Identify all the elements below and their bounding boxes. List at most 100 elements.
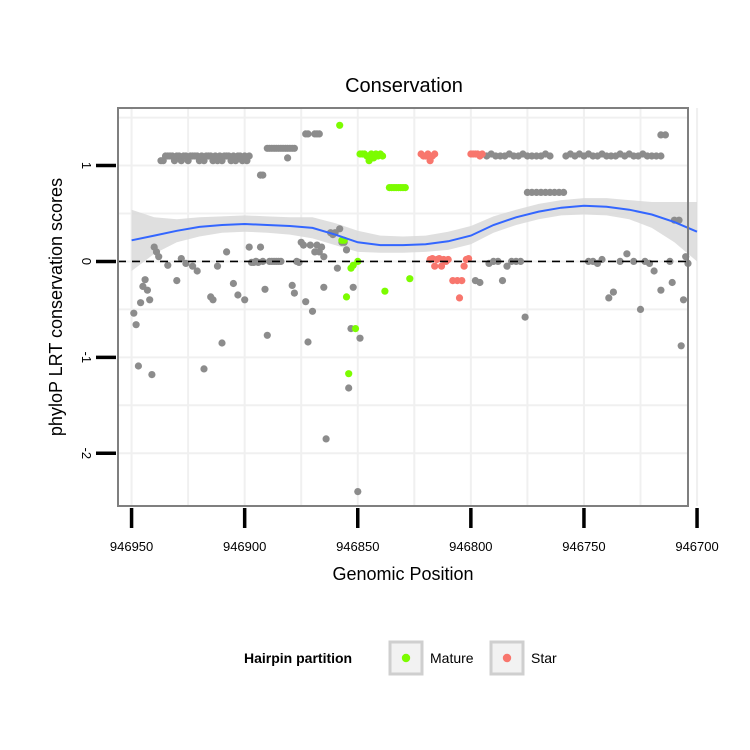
y-axis: 1 0 -1 -2	[79, 162, 116, 459]
smooth-curve	[131, 204, 698, 247]
data-point-mature	[351, 325, 360, 333]
data-point-other	[241, 296, 249, 304]
data-point-other	[143, 286, 151, 294]
data-point-star	[455, 294, 464, 302]
data-point-other	[657, 152, 665, 160]
data-point-other	[234, 291, 242, 299]
x-tick-label: 946950	[110, 539, 153, 554]
data-point-other	[213, 262, 222, 270]
data-point-other	[322, 435, 330, 443]
data-point-other	[277, 257, 285, 265]
data-point-other	[256, 243, 265, 251]
data-point-other	[318, 243, 326, 251]
legend-swatch-mature	[401, 653, 411, 663]
data-point-other	[284, 154, 292, 162]
data-point-other	[345, 384, 353, 392]
data-point-other	[668, 278, 676, 287]
data-point-other	[333, 264, 341, 272]
data-point-other	[315, 130, 323, 138]
data-point-other	[295, 258, 303, 266]
data-point-mature	[336, 121, 344, 129]
data-point-other	[259, 171, 267, 179]
data-point-other	[130, 309, 138, 317]
data-point-other	[209, 296, 217, 304]
x-tick-label: 946700	[675, 539, 718, 554]
data-point-other	[302, 298, 310, 306]
series-other	[130, 130, 692, 496]
y-tick-label: -1	[79, 352, 94, 364]
data-point-other	[290, 144, 298, 152]
confidence-band	[131, 198, 698, 271]
data-point-other	[245, 243, 253, 251]
data-point-other	[636, 305, 645, 313]
data-point-other	[132, 321, 140, 329]
data-point-other	[476, 278, 484, 287]
data-point-star	[465, 255, 473, 263]
data-point-other	[623, 250, 631, 258]
y-axis-title: phyloP LRT conservation scores	[46, 178, 66, 436]
data-point-other	[229, 279, 237, 288]
legend-swatch-star	[502, 653, 512, 663]
x-axis: 946950 946900 946850 946800 946750 946700	[110, 508, 719, 554]
legend: Hairpin partition Mature Star	[244, 640, 557, 676]
data-point-other	[189, 262, 197, 270]
data-point-other	[263, 331, 271, 339]
data-point-other	[503, 262, 511, 270]
data-point-mature	[342, 293, 351, 301]
data-point-other	[630, 257, 638, 265]
legend-title: Hairpin partition	[244, 650, 352, 666]
plot-panel	[118, 108, 699, 506]
data-point-other	[306, 241, 314, 249]
data-point-other	[148, 371, 156, 379]
data-point-other	[308, 307, 317, 315]
data-point-other	[193, 267, 201, 275]
data-point-other	[320, 283, 328, 291]
data-points	[130, 121, 692, 496]
data-point-other	[517, 257, 525, 265]
panel-background	[118, 108, 688, 506]
data-point-other	[675, 216, 683, 224]
data-point-other	[342, 246, 351, 254]
data-point-other	[218, 339, 226, 347]
data-point-other	[605, 294, 613, 302]
data-point-other	[679, 296, 688, 304]
y-tick-label: -2	[79, 448, 94, 460]
panel-border	[117, 107, 689, 507]
data-point-star	[478, 150, 486, 158]
x-tick-label: 946750	[562, 539, 605, 554]
data-point-mature	[379, 152, 387, 160]
y-tick-label: 1	[79, 162, 94, 169]
data-point-other	[560, 188, 568, 196]
smooth-line	[131, 204, 698, 247]
x-axis-title: Genomic Position	[332, 564, 473, 584]
legend-label-star: Star	[531, 650, 557, 666]
data-point-other	[182, 259, 190, 267]
data-point-other	[657, 286, 665, 294]
data-point-other	[336, 225, 344, 233]
data-point-other	[155, 253, 163, 261]
data-point-other	[177, 255, 185, 263]
data-point-other	[200, 365, 208, 373]
data-point-other	[356, 334, 364, 342]
x-tick-label: 946850	[336, 539, 379, 554]
data-point-other	[299, 241, 308, 249]
series-mature	[336, 121, 414, 378]
data-point-other	[498, 277, 507, 285]
data-point-other	[137, 299, 145, 307]
data-point-star	[431, 262, 439, 270]
chart-title: Conservation	[345, 75, 463, 97]
data-point-star	[460, 262, 468, 270]
data-point-other	[146, 296, 154, 304]
data-point-other	[134, 362, 142, 370]
data-point-other	[609, 288, 618, 296]
data-point-star	[458, 277, 466, 285]
data-point-mature	[401, 184, 409, 192]
data-point-mature	[406, 275, 414, 283]
y-tick-label: 0	[79, 258, 94, 265]
data-point-other	[320, 253, 328, 261]
confidence-band-area	[131, 198, 698, 271]
data-point-other	[304, 130, 312, 138]
data-point-other	[164, 261, 172, 269]
data-point-star	[437, 262, 446, 270]
